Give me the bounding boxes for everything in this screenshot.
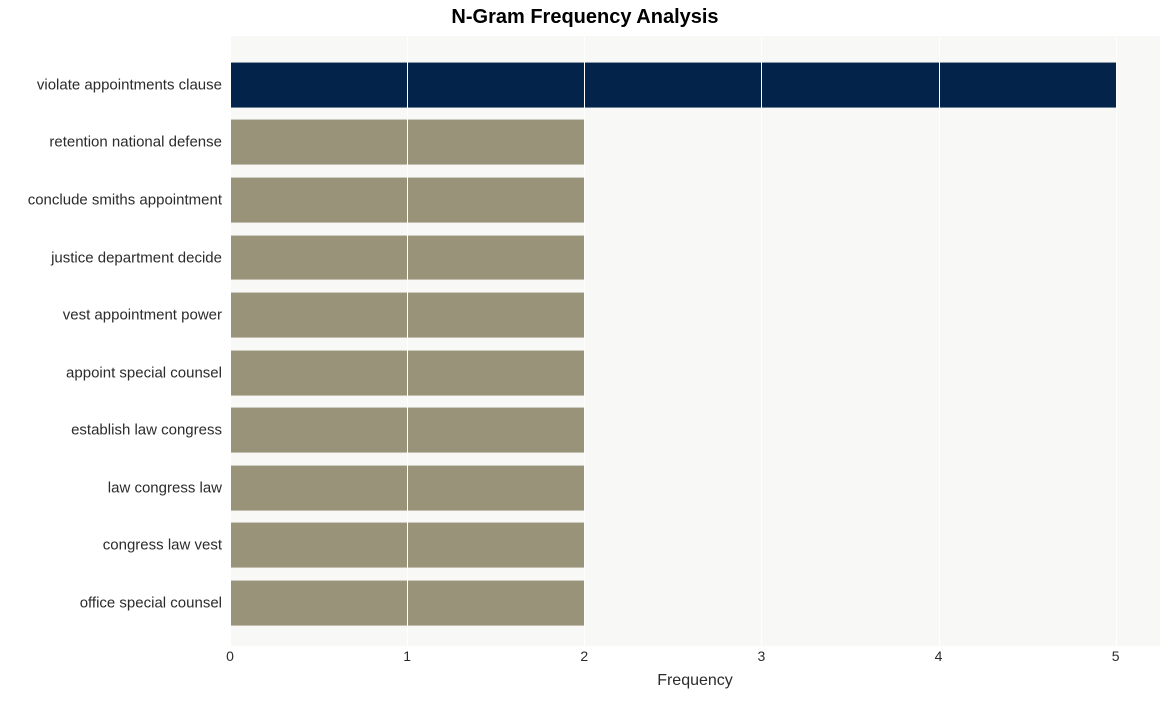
x-tick-label: 5	[1112, 648, 1120, 664]
bar-row: retention national defense	[230, 114, 1160, 172]
x-axis: 012345	[230, 648, 1160, 668]
bar-row: conclude smiths appointment	[230, 171, 1160, 229]
y-category-label: establish law congress	[71, 422, 230, 439]
bar-row: justice department decide	[230, 229, 1160, 287]
x-tick-label: 3	[758, 648, 766, 664]
x-axis-label: Frequency	[230, 672, 1160, 690]
grid-line	[939, 36, 940, 646]
bar-row: establish law congress	[230, 401, 1160, 459]
y-category-label: violate appointments clause	[37, 76, 230, 93]
y-category-label: justice department decide	[51, 249, 230, 266]
ngram-frequency-chart: N-Gram Frequency Analysis violate appoin…	[0, 0, 1170, 701]
bar-row: office special counsel	[230, 574, 1160, 632]
grid-line	[584, 36, 585, 646]
grid-line	[407, 36, 408, 646]
bar-row: appoint special counsel	[230, 344, 1160, 402]
x-tick-label: 0	[226, 648, 234, 664]
grid-line	[230, 36, 231, 646]
x-tick-label: 1	[403, 648, 411, 664]
y-category-label: appoint special counsel	[66, 364, 230, 381]
y-category-label: congress law vest	[103, 537, 230, 554]
bar	[230, 62, 1116, 107]
plot-area: violate appointments clauseretention nat…	[230, 36, 1160, 646]
y-category-label: office special counsel	[80, 594, 230, 611]
y-category-label: conclude smiths appointment	[28, 192, 230, 209]
grid-line	[1116, 36, 1117, 646]
grid-line	[761, 36, 762, 646]
bar-row: congress law vest	[230, 517, 1160, 575]
bar-row: law congress law	[230, 459, 1160, 517]
x-tick-label: 2	[580, 648, 588, 664]
bar-row: violate appointments clause	[230, 56, 1160, 114]
chart-title: N-Gram Frequency Analysis	[0, 6, 1170, 29]
bars-layer: violate appointments clauseretention nat…	[230, 36, 1160, 646]
x-tick-label: 4	[935, 648, 943, 664]
y-category-label: law congress law	[108, 479, 230, 496]
y-category-label: vest appointment power	[63, 307, 230, 324]
y-category-label: retention national defense	[49, 134, 230, 151]
bar-row: vest appointment power	[230, 286, 1160, 344]
